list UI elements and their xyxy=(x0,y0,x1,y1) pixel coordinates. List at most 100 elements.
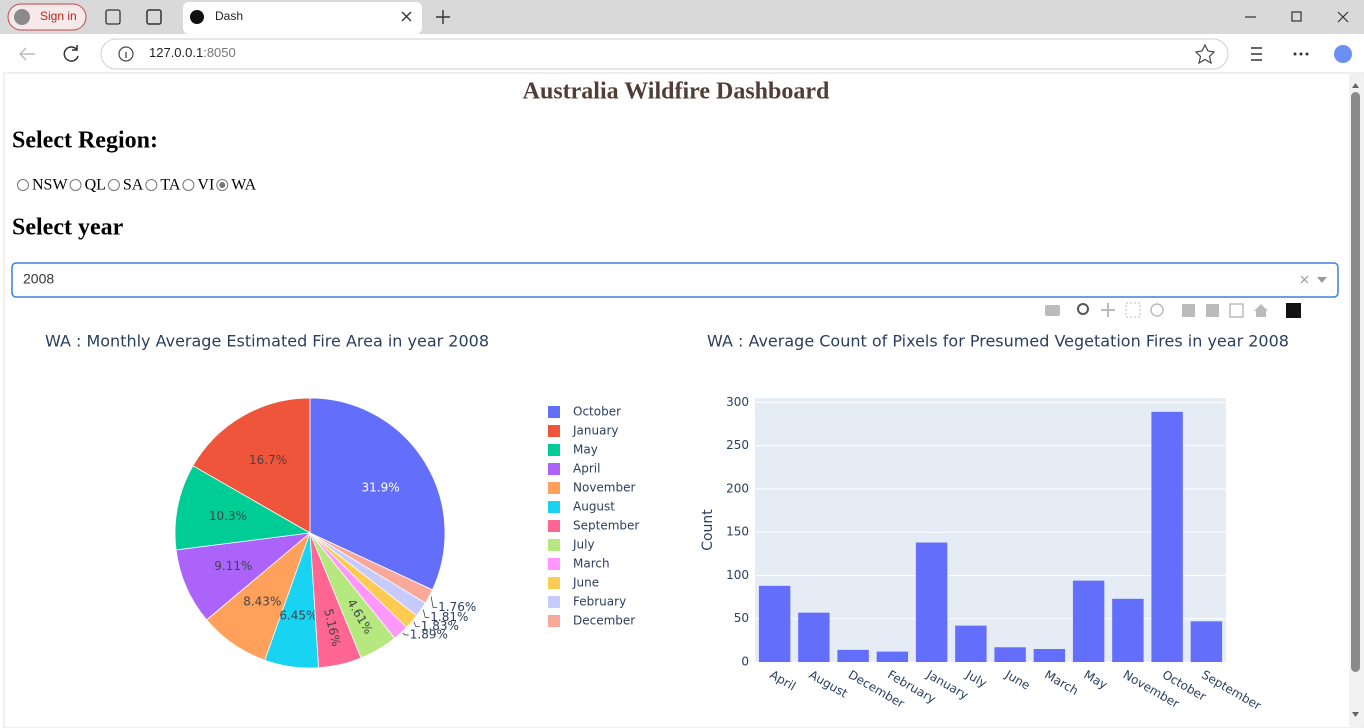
new-tab[interactable] xyxy=(436,10,450,24)
scroll-up[interactable] xyxy=(1352,83,1359,88)
year-dropdown[interactable] xyxy=(11,262,1339,298)
reload-button[interactable] xyxy=(63,45,79,62)
url[interactable]: 127.0.0.1:8050 xyxy=(149,45,236,60)
y-tick-label: 100 xyxy=(726,568,749,582)
pie-label: 1.76% xyxy=(438,600,476,614)
modebar-zoom-in[interactable] xyxy=(1182,304,1195,317)
workspaces-icon[interactable] xyxy=(105,9,121,25)
bar xyxy=(1033,649,1066,662)
legend-label[interactable]: August xyxy=(573,500,615,514)
tab-close[interactable] xyxy=(401,11,412,22)
legend-label[interactable]: September xyxy=(573,519,639,533)
legend-label[interactable]: January xyxy=(572,424,619,438)
pie-slice xyxy=(309,397,446,591)
url-host: 127.0.0.1 xyxy=(149,45,203,60)
modebar-select[interactable] xyxy=(1125,302,1141,318)
site-info-icon[interactable] xyxy=(118,46,134,62)
modebar-pan[interactable] xyxy=(1101,303,1115,317)
year-label: Select year xyxy=(12,215,124,241)
pie-label: 1.89% xyxy=(410,627,448,641)
legend-swatch[interactable] xyxy=(548,463,560,475)
radio-label[interactable]: SA xyxy=(123,177,144,194)
pie-slice xyxy=(192,397,311,534)
favorite-star[interactable] xyxy=(1194,43,1216,65)
y-tick-label: 200 xyxy=(726,481,749,495)
y-tick-label: 150 xyxy=(726,525,749,539)
legend-swatch[interactable] xyxy=(548,596,560,608)
radio-button[interactable] xyxy=(145,179,158,191)
pie-leader xyxy=(422,609,430,618)
legend-swatch[interactable] xyxy=(548,444,560,456)
chart-title: WA : Average Count of Pixels for Presume… xyxy=(707,332,1289,351)
sign-in-button[interactable] xyxy=(7,3,87,31)
back-button[interactable] xyxy=(19,47,35,61)
scrollbar-thumb[interactable] xyxy=(1351,92,1360,672)
legend-swatch[interactable] xyxy=(548,501,560,513)
dropdown-caret[interactable] xyxy=(1317,277,1327,283)
chart-title: WA : Monthly Average Estimated Fire Area… xyxy=(45,332,489,351)
address-bar[interactable] xyxy=(100,38,1229,70)
menu-button[interactable] xyxy=(1293,52,1309,56)
legend-label[interactable]: October xyxy=(573,405,621,419)
legend-swatch[interactable] xyxy=(548,482,560,494)
radio-button[interactable] xyxy=(17,179,29,191)
restore[interactable] xyxy=(1291,11,1302,22)
modebar xyxy=(1045,302,1301,318)
modebar-lasso[interactable] xyxy=(1150,303,1164,317)
close-window[interactable] xyxy=(1337,11,1349,23)
copilot-icon[interactable] xyxy=(1334,45,1352,63)
bar xyxy=(1112,598,1144,662)
region-label: Select Region: xyxy=(12,128,158,154)
pie-label: 6.45% xyxy=(279,608,317,622)
sign-in-text[interactable]: Sign in xyxy=(40,9,77,23)
legend-label[interactable]: May xyxy=(573,443,598,457)
bar xyxy=(876,651,909,662)
legend-swatch[interactable] xyxy=(548,577,560,589)
legend-label[interactable]: July xyxy=(572,538,595,552)
legend-label[interactable]: April xyxy=(573,462,600,476)
radio-label[interactable]: NSW xyxy=(32,177,68,194)
tab-title[interactable]: Dash xyxy=(215,9,243,23)
legend-label[interactable]: March xyxy=(573,557,610,571)
legend-swatch[interactable] xyxy=(548,406,560,418)
y-tick-label: 300 xyxy=(726,395,749,409)
radio-button[interactable] xyxy=(107,179,120,191)
favorites-icon[interactable] xyxy=(1251,47,1262,61)
legend-swatch[interactable] xyxy=(548,615,560,627)
modebar-zoom[interactable] xyxy=(1077,303,1089,315)
bar xyxy=(955,625,987,662)
radio-label[interactable]: QL xyxy=(85,177,106,194)
legend-label[interactable]: February xyxy=(573,595,626,609)
legend-swatch[interactable] xyxy=(548,520,560,532)
radio-label[interactable]: VI xyxy=(197,177,214,194)
pie-slice xyxy=(174,465,312,551)
modebar-plotly-logo[interactable] xyxy=(1286,303,1301,318)
bar xyxy=(994,647,1026,662)
app-title: Australia Wildfire Dashboard xyxy=(523,79,830,105)
region-radio-group: NSW QL SA TA VI WA xyxy=(17,177,257,194)
pie-leader xyxy=(402,632,409,636)
bar xyxy=(798,612,830,662)
modebar-camera[interactable] xyxy=(1045,305,1060,316)
radio-label[interactable]: TA xyxy=(160,177,180,194)
modebar-zoom-out[interactable] xyxy=(1206,304,1219,317)
radio-button[interactable] xyxy=(69,179,82,191)
legend-label[interactable]: June xyxy=(572,576,599,590)
pie-label: 9.11% xyxy=(214,559,252,573)
legend-swatch[interactable] xyxy=(548,425,560,437)
legend-swatch[interactable] xyxy=(548,558,560,570)
legend-label[interactable]: November xyxy=(573,481,635,495)
pie-slice xyxy=(309,532,433,604)
dropdown-clear[interactable] xyxy=(1300,275,1309,284)
scroll-down[interactable] xyxy=(1352,712,1359,717)
legend-swatch[interactable] xyxy=(548,539,560,551)
modebar-autoscale[interactable] xyxy=(1229,303,1244,318)
tab-actions-icon[interactable] xyxy=(146,9,162,25)
radio-label[interactable]: WA xyxy=(231,177,256,194)
modebar-reset[interactable] xyxy=(1254,304,1268,317)
radio-button[interactable] xyxy=(182,179,195,191)
legend-label[interactable]: December xyxy=(573,614,635,628)
active-tab[interactable] xyxy=(183,2,422,34)
